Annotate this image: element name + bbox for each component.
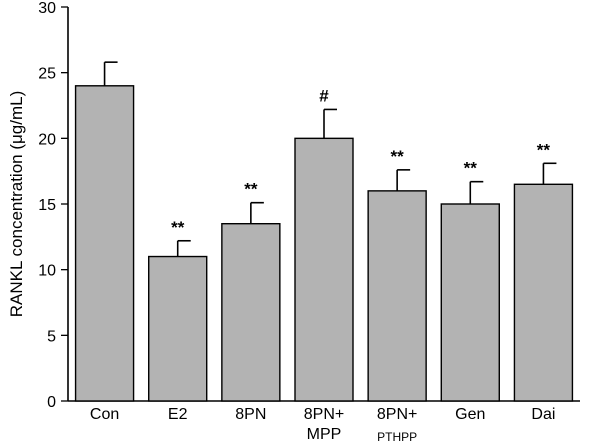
significance-4: ** [391, 147, 405, 166]
x-tick-label-6: Dai [531, 406, 555, 423]
y-tick-label-0: 0 [47, 394, 56, 411]
x-tick-label-4-line2: PTHPP [377, 430, 417, 444]
y-tick-label-4: 20 [38, 131, 56, 148]
bar-5 [440, 203, 500, 402]
y-tick-label-5: 25 [38, 66, 56, 83]
significance-1: ** [171, 218, 185, 237]
y-axis-label: RANKL concentration (μg/mL) [7, 91, 26, 317]
x-tick-label-3: 8PN+ [304, 406, 344, 423]
x-tick-label-5: Gen [455, 406, 485, 423]
bar-0 [74, 85, 135, 402]
x-tick-label-3-line2: MPP [307, 426, 342, 443]
x-tick-labels: Con E2 8PN 8PN+ MPP 8PN+ PTHPP Gen Dai [90, 406, 556, 444]
bar-4 [367, 190, 427, 402]
y-tick-label-6: 30 [38, 0, 56, 17]
significance-5: ** [464, 159, 478, 178]
y-tick-label-2: 10 [38, 263, 56, 280]
error-bars [103, 61, 557, 257]
bar-3 [294, 137, 354, 402]
bars [74, 85, 574, 402]
y-tick-label-1: 5 [47, 328, 56, 345]
y-tick-label-3: 15 [38, 197, 56, 214]
significance-6: ** [537, 140, 551, 159]
bar-2 [221, 222, 281, 402]
y-ticks: 0 5 10 15 20 25 30 [38, 0, 68, 411]
bar-6 [513, 183, 574, 402]
x-tick-label-0: Con [90, 406, 119, 423]
significance-3: # [319, 86, 329, 105]
x-tick-label-4: 8PN+ [377, 406, 417, 423]
x-tick-label-1: E2 [168, 406, 188, 423]
x-tick-label-2: 8PN [235, 406, 266, 423]
significance-labels: ** ** # ** ** ** [171, 86, 550, 236]
bar-1 [148, 255, 208, 402]
significance-2: ** [244, 180, 258, 199]
